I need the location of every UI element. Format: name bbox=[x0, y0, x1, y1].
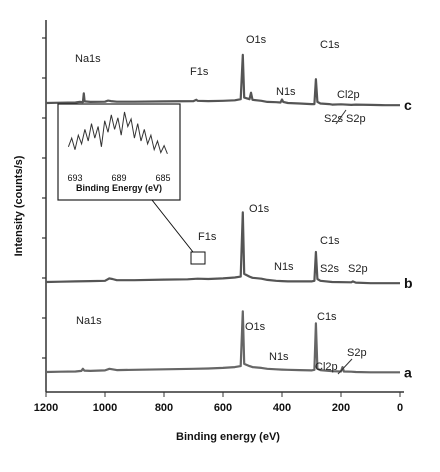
inset-x-axis-title: Binding Energy (eV) bbox=[76, 183, 162, 193]
peak-label: S2p bbox=[347, 347, 367, 359]
series-line-c bbox=[45, 53, 400, 107]
inset-spectrum bbox=[67, 111, 168, 155]
zoom-leader-line bbox=[151, 199, 194, 253]
series-label-b: b bbox=[404, 275, 413, 291]
x-tick-label: 200 bbox=[332, 402, 350, 414]
peak-label: S2p bbox=[346, 113, 366, 125]
y-axis-ticks bbox=[42, 37, 46, 359]
peak-label: F1s bbox=[190, 66, 209, 78]
peak-label: Na1s bbox=[76, 315, 102, 327]
inset-frame bbox=[57, 103, 181, 201]
peak-label: S2s bbox=[324, 113, 343, 125]
peak-label: Na1s bbox=[75, 53, 101, 65]
x-tick-label: 400 bbox=[273, 402, 291, 414]
x-tick-label: 800 bbox=[155, 402, 173, 414]
inset-panel: 693 689 685 Binding Energy (eV) bbox=[57, 103, 181, 201]
peak-label: F1s bbox=[198, 231, 217, 243]
peak-label: S2s bbox=[320, 263, 339, 275]
peak-label: O1s bbox=[246, 34, 267, 46]
series-label-c: c bbox=[404, 97, 412, 113]
peak-label: N1s bbox=[274, 261, 294, 273]
peak-label: C1s bbox=[320, 39, 340, 51]
x-tick-label: 1200 bbox=[34, 402, 58, 414]
peak-label: C1s bbox=[317, 311, 337, 323]
x-axis-title: Binding energy (eV) bbox=[176, 431, 280, 443]
inset-tick-label: 693 bbox=[67, 173, 82, 183]
peak-label: Cl2p bbox=[337, 89, 360, 101]
peak-label: N1s bbox=[269, 351, 289, 363]
inset-x-ticks: 693 689 685 bbox=[67, 173, 170, 183]
x-axis-ticks: 1200 1000 800 600 400 200 0 bbox=[34, 392, 403, 414]
inset-tick-label: 689 bbox=[111, 173, 126, 183]
cl2p-leader bbox=[335, 109, 347, 125]
peak-label: Cl2p bbox=[315, 361, 338, 373]
zoom-region-box bbox=[190, 251, 206, 265]
peak-label: O1s bbox=[245, 321, 266, 333]
peak-label: N1s bbox=[276, 86, 296, 98]
x-tick-label: 0 bbox=[397, 402, 403, 414]
series-label-a: a bbox=[404, 364, 412, 380]
inset-tick-label: 685 bbox=[155, 173, 170, 183]
x-tick-label: 1000 bbox=[93, 402, 117, 414]
peak-label: O1s bbox=[249, 203, 270, 215]
peak-label: S2p bbox=[348, 263, 368, 275]
x-tick-label: 600 bbox=[214, 402, 232, 414]
s2p-leader bbox=[337, 358, 353, 375]
peak-label: C1s bbox=[320, 235, 340, 247]
y-axis-title: Intensity (counts/s) bbox=[13, 155, 25, 256]
inset-line bbox=[67, 111, 168, 155]
series-line-b bbox=[45, 211, 400, 285]
